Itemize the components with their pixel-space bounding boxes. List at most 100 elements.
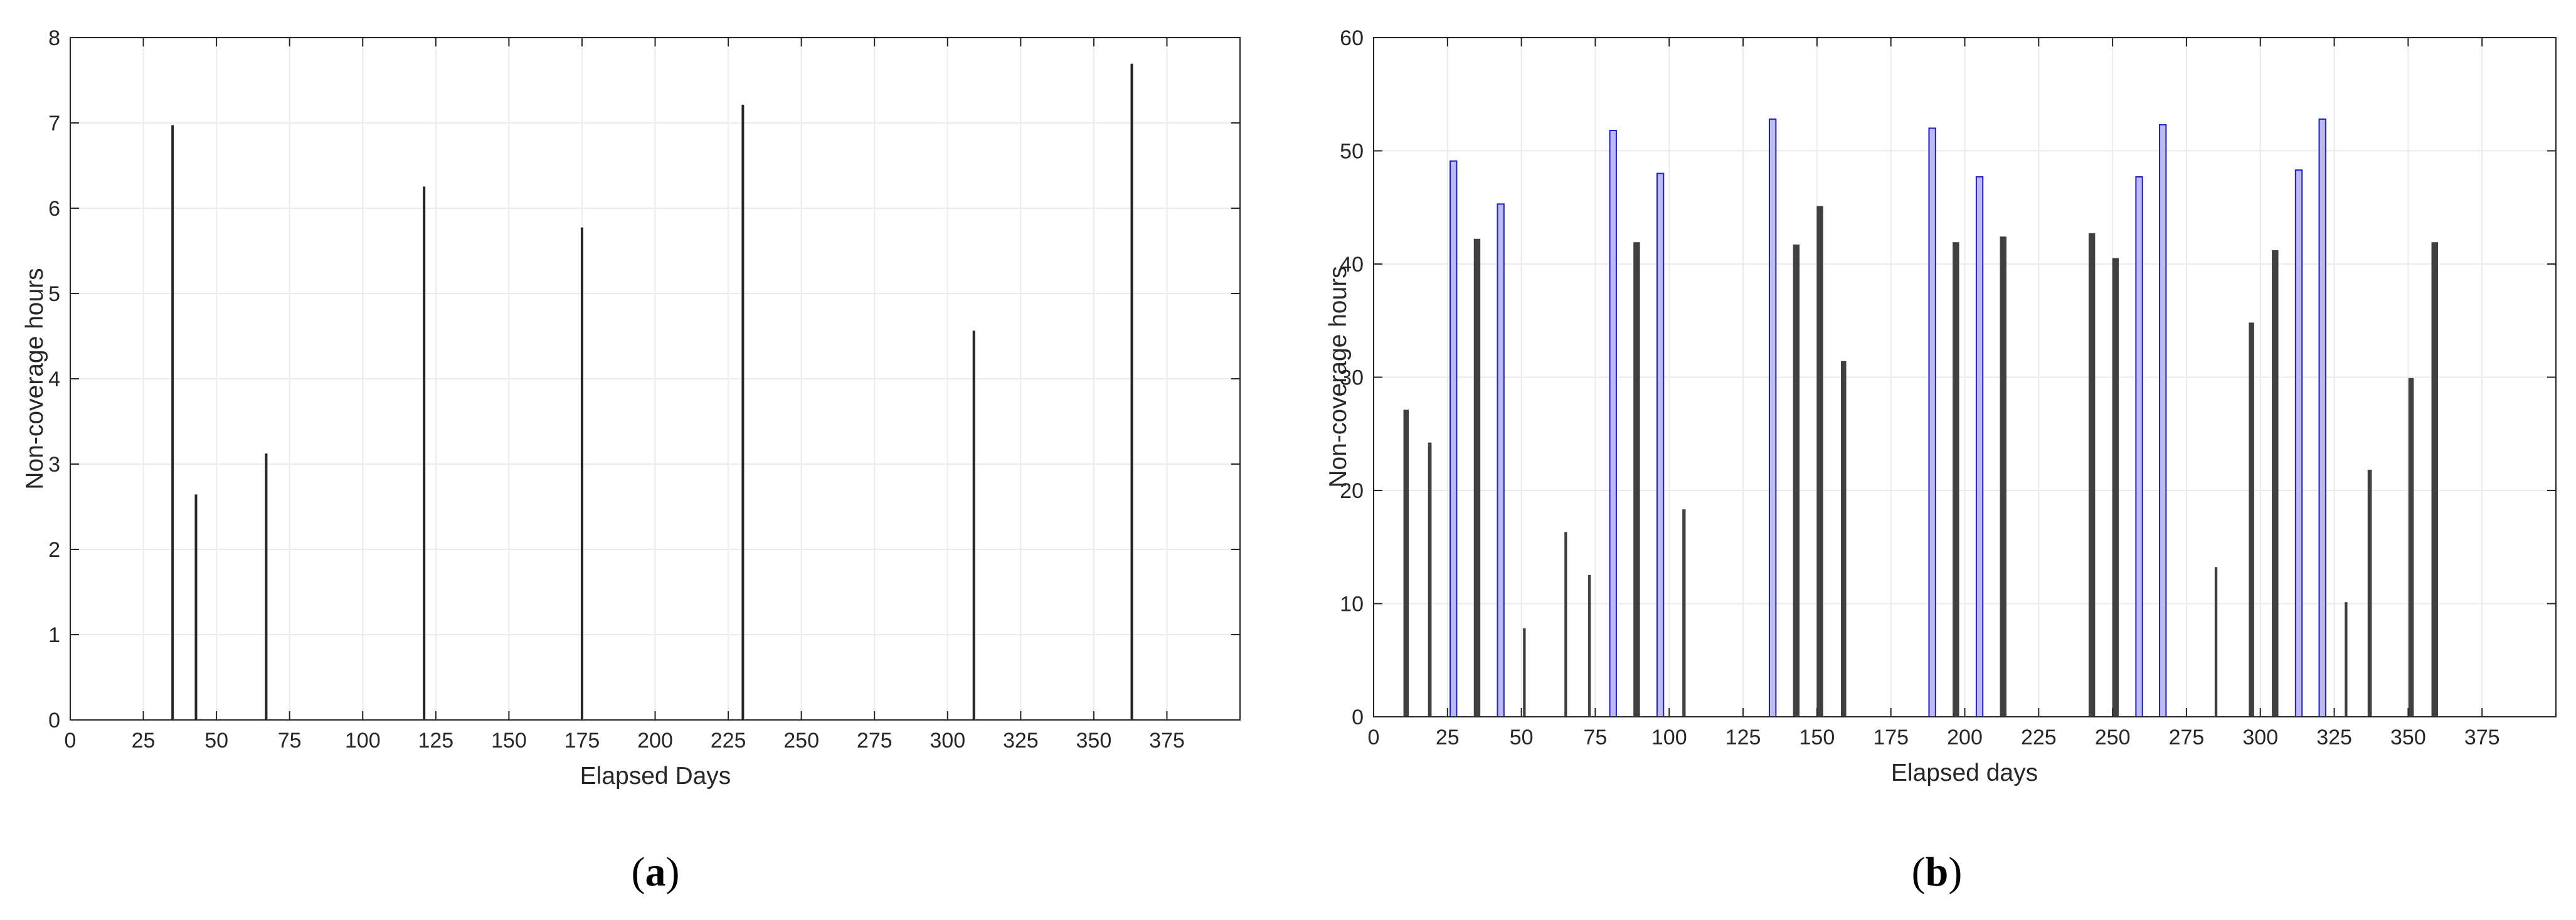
y-tick-label: 0: [1352, 706, 1364, 729]
bar: [1769, 118, 1777, 717]
bar: [423, 186, 426, 721]
x-tick-label: 300: [930, 729, 965, 753]
x-tick-label: 275: [857, 729, 893, 753]
bar: [1450, 160, 1458, 717]
y-tick-label: 3: [48, 453, 60, 477]
x-tick-labels-a: 0 25 50 75 100 125 150 175 200 225 250 275 300 325 350…: [65, 729, 1185, 753]
x-tick-label: 325: [2316, 726, 2352, 749]
bar: [2345, 602, 2348, 717]
y-tick-label: 50: [1340, 140, 1364, 164]
x-tick-label: 175: [564, 729, 600, 753]
caption-paren-open: (: [1912, 849, 1926, 895]
caption-paren-close: ): [1948, 849, 1962, 895]
x-tick-label: 150: [491, 729, 527, 753]
y-tick-label: 0: [48, 709, 60, 732]
x-tick-label: 0: [65, 729, 77, 753]
panel-caption-a: (a): [632, 849, 680, 895]
bar: [2159, 124, 2167, 718]
y-tick-labels-b: 0 10 20 30 40 50 60: [1340, 26, 1364, 729]
x-tick-label: 375: [2464, 726, 2500, 749]
y-tick-label: 40: [1340, 253, 1364, 277]
x-tick-label: 225: [711, 729, 746, 753]
x-tick-label: 325: [1003, 729, 1039, 753]
bar: [1633, 242, 1640, 717]
x-tick-label: 25: [1436, 726, 1460, 749]
y-tick-label: 30: [1340, 366, 1364, 390]
bar: [1793, 244, 1800, 717]
y-axis-label-a: Non-coverage hours: [21, 268, 48, 489]
bar: [1523, 628, 1526, 717]
bar: [1564, 532, 1567, 717]
bar: [1473, 238, 1481, 717]
x-tick-label: 350: [1076, 729, 1112, 753]
x-tick-label: 100: [1651, 726, 1687, 749]
x-tick-label: 100: [345, 729, 381, 753]
x-tick-label: 250: [783, 729, 819, 753]
bar: [2367, 470, 2372, 717]
bar: [1609, 130, 1617, 717]
bar: [1403, 410, 1409, 717]
bar: [2431, 242, 2438, 717]
y-tick-label: 6: [48, 197, 60, 221]
bar: [2272, 250, 2279, 717]
bar: [972, 330, 975, 721]
y-tick-label: 1: [48, 623, 60, 647]
y-tick-label: 60: [1340, 26, 1364, 50]
bar: [2318, 118, 2326, 717]
panel-a: 0 25 50 75 100 125 150 175 200 225 250 275 300 325 350…: [21, 26, 1241, 895]
x-tick-label: 275: [2169, 726, 2205, 749]
x-tick-label: 125: [418, 729, 453, 753]
y-tick-label: 4: [48, 367, 60, 391]
y-tick-label: 8: [48, 26, 60, 50]
bar: [2088, 233, 2096, 717]
ticks-b: [1373, 37, 2556, 717]
bar: [580, 227, 583, 721]
x-tick-label: 75: [278, 729, 302, 753]
caption-letter: b: [1926, 849, 1949, 895]
bar: [2294, 169, 2303, 717]
y-tick-label: 2: [48, 538, 60, 562]
x-tick-label: 150: [1799, 726, 1835, 749]
bar: [1497, 203, 1505, 717]
bar: [2214, 567, 2218, 717]
bar: [2408, 378, 2414, 717]
bar: [1841, 361, 1847, 717]
x-tick-label: 375: [1149, 729, 1185, 753]
x-tick-label: 25: [132, 729, 156, 753]
caption-paren-close: ): [666, 849, 680, 895]
y-axis-label-b: Non-coverage hours: [1325, 266, 1352, 487]
x-tick-label: 50: [204, 729, 228, 753]
bar: [1816, 206, 1823, 717]
x-tick-label: 250: [2095, 726, 2131, 749]
panel-caption-b: (b): [1912, 849, 1963, 895]
x-tick-label: 200: [637, 729, 673, 753]
y-tick-label: 5: [48, 282, 60, 306]
bar: [2000, 236, 2006, 717]
bar: [2135, 176, 2143, 717]
x-tick-label: 225: [2021, 726, 2057, 749]
grid-b: [1374, 38, 2556, 717]
ticks-a: [70, 37, 1240, 721]
bar: [265, 453, 268, 721]
caption-paren-open: (: [632, 849, 645, 895]
y-tick-labels-a: 0 1 2 3 4 5 6 7 8: [48, 26, 60, 732]
bar: [1975, 176, 1984, 717]
x-tick-label: 350: [2390, 726, 2426, 749]
bar: [194, 494, 198, 721]
bar: [2249, 322, 2254, 717]
caption-letter: a: [645, 849, 666, 895]
bar: [1428, 442, 1432, 717]
bar: [1682, 509, 1686, 717]
bar: [2112, 258, 2119, 717]
bar: [1656, 172, 1665, 718]
x-tick-label: 300: [2242, 726, 2278, 749]
x-tick-label: 0: [1368, 726, 1380, 749]
bar: [1928, 127, 1936, 717]
panel-b: 0 25 50 75 100 125 150 175 200 225 250 275 300 325 350…: [1325, 26, 2557, 895]
x-axis-label-a: Elapsed Days: [580, 763, 731, 790]
x-tick-label: 75: [1584, 726, 1608, 749]
bar: [1953, 242, 1959, 717]
x-tick-label: 175: [1873, 726, 1909, 749]
x-tick-label: 200: [1947, 726, 1983, 749]
